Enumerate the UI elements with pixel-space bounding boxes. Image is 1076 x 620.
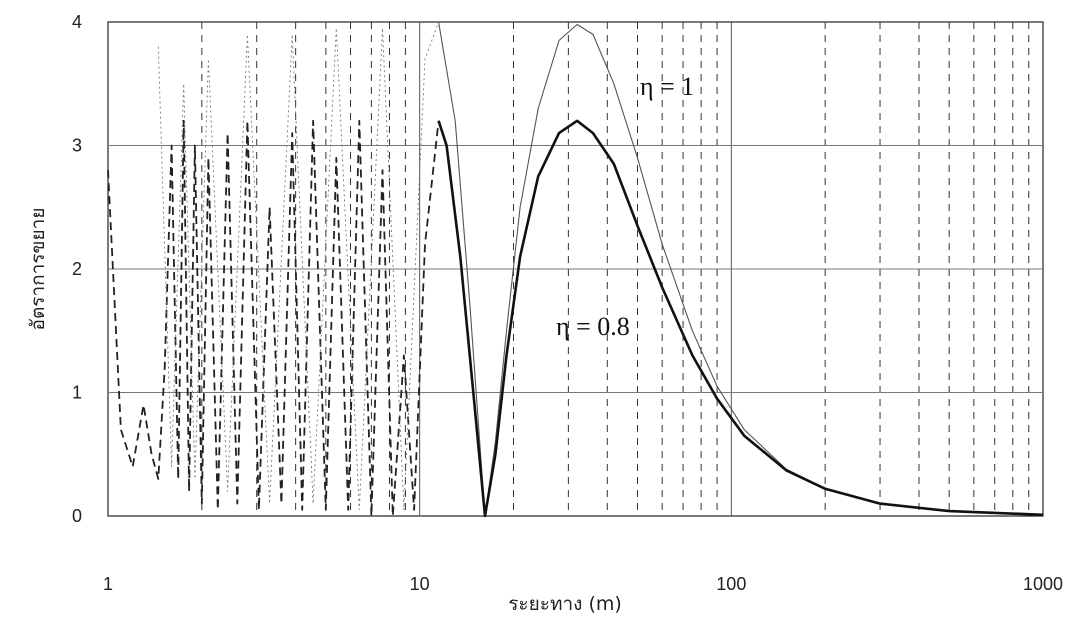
tick-labels: 1 10 100 1000 0 1 2 3 4: [72, 12, 1063, 594]
x-tick-label: 10: [410, 574, 430, 594]
x-axis-title: ระยะทาง (m): [508, 593, 622, 615]
series-line-2: [107, 119, 440, 517]
x-tick-label: 1000: [1023, 574, 1063, 594]
x-tick-label: 1: [103, 574, 113, 594]
series-group: [107, 21, 1044, 518]
x-tick-label: 100: [716, 574, 746, 594]
series-line-1: [437, 119, 1044, 518]
annotation-eta-0-8: η = 0.8: [556, 312, 630, 341]
y-tick-label: 1: [72, 383, 82, 403]
annotation-eta-1: η = 1: [640, 72, 694, 101]
y-axis-title: อัตราการขยาย: [27, 208, 49, 331]
series-line-3: [157, 21, 440, 511]
y-tick-label: 0: [72, 506, 82, 526]
y-tick-label: 2: [72, 259, 82, 279]
y-tick-label: 3: [72, 136, 82, 156]
y-tick-label: 4: [72, 12, 82, 32]
